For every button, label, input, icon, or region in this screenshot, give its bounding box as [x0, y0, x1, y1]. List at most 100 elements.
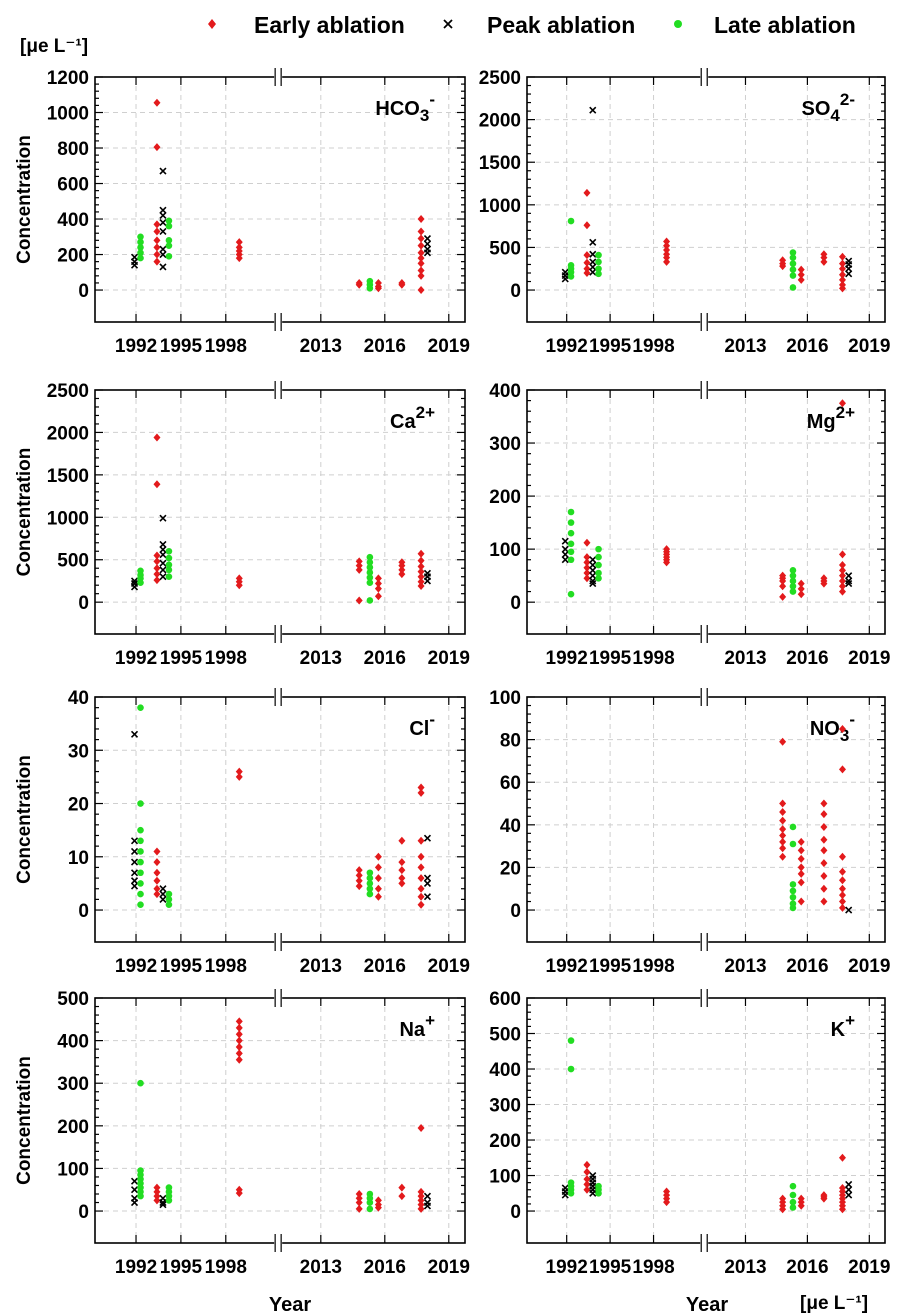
data-point-peak [159, 573, 167, 581]
data-point-early [583, 1160, 591, 1169]
x-tick-label: 2016 [786, 956, 828, 977]
ion-label: K+ [831, 1011, 855, 1041]
data-point-late [165, 242, 173, 249]
y-tick-label: 500 [489, 1025, 521, 1046]
x-tick-label: 2019 [428, 1257, 470, 1278]
data-point-early [417, 234, 425, 243]
data-point-peak [423, 249, 432, 257]
data-point-peak [423, 879, 432, 887]
x-axis-title-left: Year [269, 1294, 311, 1314]
data-point-late [789, 284, 797, 291]
data-point-early [779, 808, 787, 817]
x-tick-label: 2013 [300, 336, 342, 357]
y-tick-label: 500 [57, 551, 89, 572]
data-point-early [820, 579, 828, 588]
data-point-early [583, 1175, 591, 1184]
data-point-late [595, 575, 602, 582]
data-point-early [417, 788, 425, 797]
data-point-peak [159, 1198, 167, 1207]
data-point-early [838, 270, 846, 279]
data-point-peak [589, 580, 597, 588]
data-point-peak [845, 580, 853, 588]
data-point-early [398, 858, 406, 867]
data-point-late [789, 887, 797, 895]
x-tick-label: 1995 [160, 336, 203, 357]
data-point-late [137, 880, 144, 887]
data-point-early [153, 876, 161, 885]
axis-break-mask [700, 316, 709, 328]
x-tick-label: 2019 [848, 956, 890, 977]
x-tick-label: 1992 [546, 336, 588, 357]
data-point-late [567, 548, 575, 556]
ion-label-sub: 3 [840, 726, 849, 745]
data-point-peak [423, 577, 432, 585]
data-point-early [779, 799, 787, 808]
data-point-early [417, 582, 425, 591]
data-point-peak [159, 890, 167, 898]
ion-label-base: Mg [807, 411, 836, 433]
data-point-early [235, 238, 243, 247]
axis-break-mask [274, 628, 283, 640]
data-point-late [165, 1197, 173, 1204]
data-point-early [355, 1194, 363, 1203]
data-point-late [595, 569, 602, 577]
data-point-peak [159, 551, 167, 559]
x-tick-label: 2016 [786, 648, 828, 669]
data-point-peak [561, 545, 569, 553]
data-point-early [153, 250, 161, 259]
data-point-early [820, 810, 828, 819]
data-point-early [417, 783, 425, 792]
y-tick-label: 100 [57, 1159, 89, 1180]
x-tick-label: 1992 [546, 956, 588, 977]
data-point-early [838, 765, 846, 774]
axis-break-mask [700, 628, 709, 640]
data-point-early [417, 241, 425, 250]
data-point-early [797, 579, 805, 588]
x-tick-label: 2019 [848, 1257, 890, 1278]
y-tick-label: 60 [500, 773, 521, 794]
data-point-peak [159, 559, 167, 567]
x-tick-label: 1998 [205, 1257, 247, 1278]
data-point-peak [561, 275, 569, 283]
data-point-late [789, 577, 797, 585]
panel-ca2: 0 500 1000 1500 2000 2500 1992 1995 1998 2013 2016… [14, 381, 470, 669]
data-point-early [417, 286, 425, 295]
x-tick-label: 1992 [546, 1257, 588, 1278]
data-point-peak [845, 1191, 853, 1199]
data-point-peak [561, 1191, 569, 1199]
axis-break-mask [700, 384, 709, 396]
x-tick-label: 1998 [632, 1257, 674, 1278]
data-point-late [366, 1205, 374, 1213]
data-point-late [789, 582, 797, 590]
data-point-peak [589, 1189, 597, 1197]
data-point-late [789, 588, 797, 595]
data-point-early [374, 884, 382, 893]
data-point-early [838, 582, 846, 591]
data-point-peak [130, 858, 139, 866]
data-point-late [567, 519, 575, 526]
data-point-early [398, 836, 406, 845]
y-tick-label: 200 [57, 246, 89, 267]
data-point-late [137, 1192, 144, 1200]
data-point-early [355, 882, 363, 891]
data-point-peak [845, 906, 853, 914]
x-tick-label: 2016 [364, 956, 406, 977]
data-point-late [165, 896, 173, 903]
data-point-peak [589, 577, 597, 585]
data-point-late [137, 244, 144, 251]
data-point-late [165, 222, 173, 230]
data-point-early [797, 869, 805, 878]
data-point-early [153, 243, 161, 252]
x-tick-label: 2016 [364, 1257, 406, 1278]
data-point-early [355, 561, 363, 570]
x-tick-label: 1995 [589, 648, 632, 669]
data-point-early [374, 584, 382, 593]
data-point-late [165, 566, 173, 574]
x-tick-label: 2016 [786, 1257, 828, 1278]
data-point-early [779, 844, 787, 853]
ion-label-sup: 2+ [836, 403, 855, 422]
y-tick-label: 400 [57, 210, 89, 231]
data-point-late [165, 573, 173, 581]
data-point-peak [845, 1180, 853, 1188]
data-point-peak [159, 167, 167, 175]
